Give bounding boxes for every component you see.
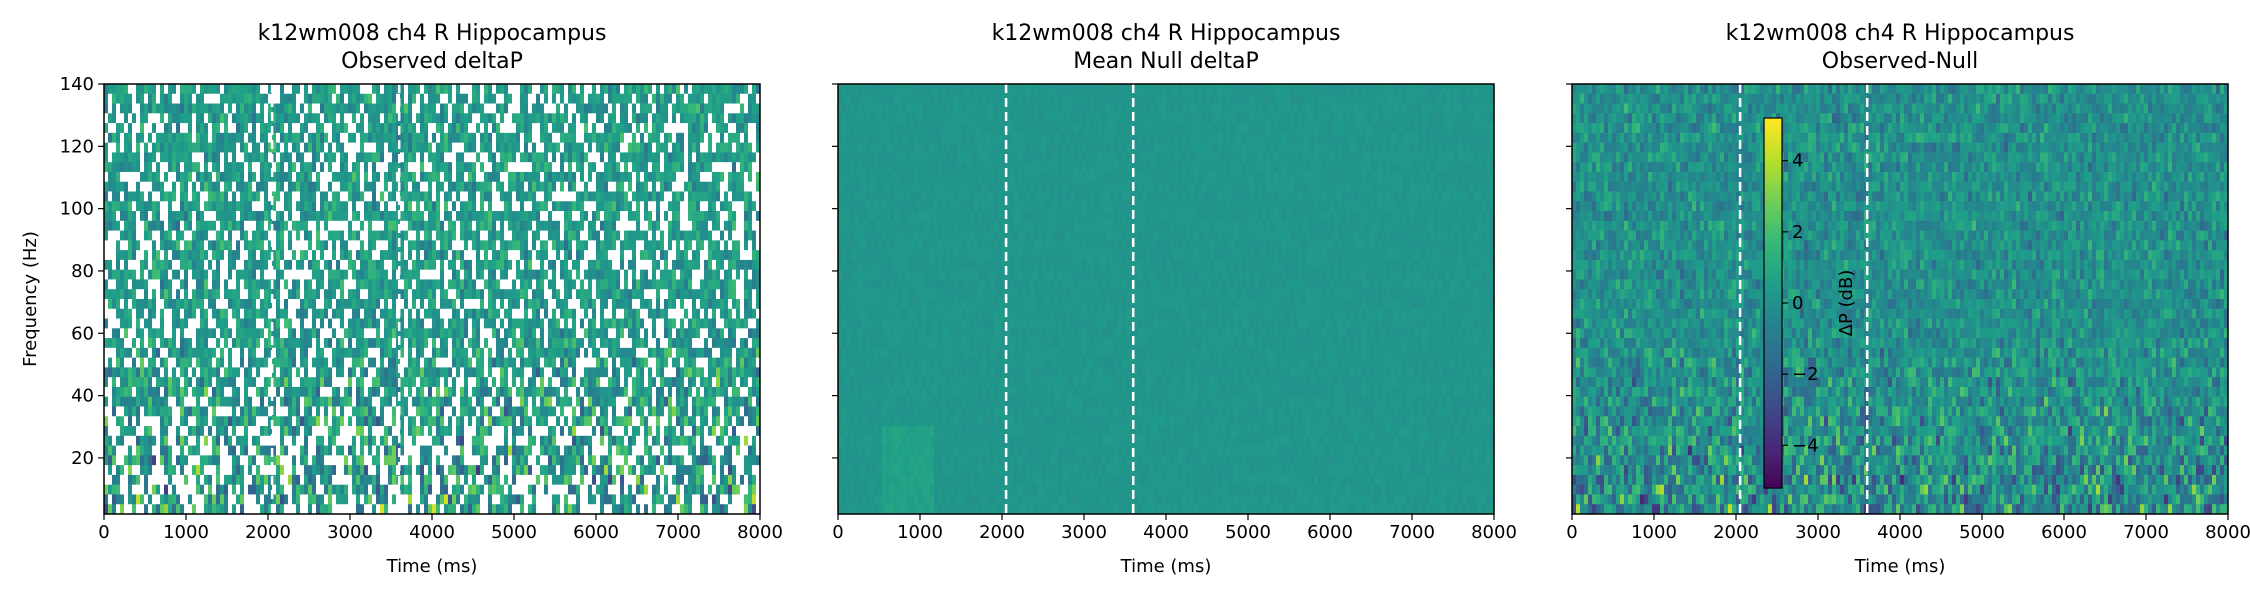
panel-1: 0 1000 2000 3000 4000 5000 6000 7000 8000 20 40 60 8…	[20, 21, 783, 577]
colorbar-tick-label: −4	[1792, 435, 1819, 456]
chart-title: k12wm008 ch4 R Hippocampus	[258, 21, 607, 46]
y-tick-label: 140	[60, 74, 94, 95]
x-tick-label: 1000	[163, 522, 209, 543]
y-tick-label: 100	[60, 199, 94, 220]
x-tick-label: 8000	[1471, 522, 1517, 543]
x-tick-label: 2000	[245, 522, 291, 543]
chart-subtitle: Observed deltaP	[341, 49, 523, 74]
heatmap-image-2	[838, 84, 1495, 515]
x-axis-label: Time (ms)	[1854, 556, 1946, 577]
colorbar-label: ΔP (dB)	[1836, 270, 1857, 337]
x-tick-label: 4000	[1877, 522, 1923, 543]
chart-subtitle: Observed-Null	[1822, 49, 1978, 74]
x-tick-label: 6000	[573, 522, 619, 543]
y-axis-label: Frequency (Hz)	[20, 231, 41, 367]
y-tick-label: 40	[71, 386, 94, 407]
x-tick-label: 8000	[2205, 522, 2250, 543]
x-tick-label: 4000	[1143, 522, 1189, 543]
x-tick-label: 3000	[1061, 522, 1107, 543]
colorbar-tick-label: 2	[1792, 222, 1803, 243]
x-tick-label: 2000	[979, 522, 1025, 543]
x-tick-label: 1000	[897, 522, 943, 543]
y-tick-label: 60	[71, 323, 94, 344]
x-tick-label: 2000	[1713, 522, 1759, 543]
x-tick-label: 3000	[1795, 522, 1841, 543]
x-tick-label: 6000	[2041, 522, 2087, 543]
x-tick-label: 5000	[491, 522, 537, 543]
x-tick-label: 8000	[737, 522, 783, 543]
x-tick-label: 0	[1566, 522, 1577, 543]
x-tick-label: 3000	[327, 522, 373, 543]
x-tick-label: 6000	[1307, 522, 1353, 543]
chart-subtitle: Mean Null deltaP	[1073, 49, 1259, 74]
x-tick-label: 7000	[655, 522, 701, 543]
x-tick-label: 7000	[2123, 522, 2169, 543]
x-tick-label: 0	[832, 522, 843, 543]
x-tick-label: 1000	[1631, 522, 1677, 543]
y-tick-label: 80	[71, 261, 94, 282]
heatmap-image-3	[1572, 84, 2229, 515]
x-axis-label: Time (ms)	[386, 556, 478, 577]
colorbar-tick-label: −2	[1792, 364, 1819, 385]
x-tick-label: 5000	[1959, 522, 2005, 543]
y-tick-label: 120	[60, 136, 94, 157]
x-tick-label: 7000	[1389, 522, 1435, 543]
heatmap-image-1	[104, 84, 761, 515]
colorbar-tick-label: 4	[1792, 151, 1803, 172]
y-tick-label: 20	[71, 448, 94, 469]
x-tick-label: 0	[98, 522, 109, 543]
colorbar-tick-label: 0	[1792, 293, 1803, 314]
x-tick-label: 4000	[409, 522, 455, 543]
panel-2: 0 1000 2000 3000 4000 5000 6000 7000 8000 k12wm00…	[832, 21, 1517, 577]
chart-title: k12wm008 ch4 R Hippocampus	[992, 21, 1341, 46]
x-axis-label: Time (ms)	[1120, 556, 1212, 577]
chart-title: k12wm008 ch4 R Hippocampus	[1726, 21, 2075, 46]
panel-3: 0 1000 2000 3000 4000 5000 6000 7000 8000 k12wm00…	[1566, 21, 2250, 577]
x-tick-label: 5000	[1225, 522, 1271, 543]
